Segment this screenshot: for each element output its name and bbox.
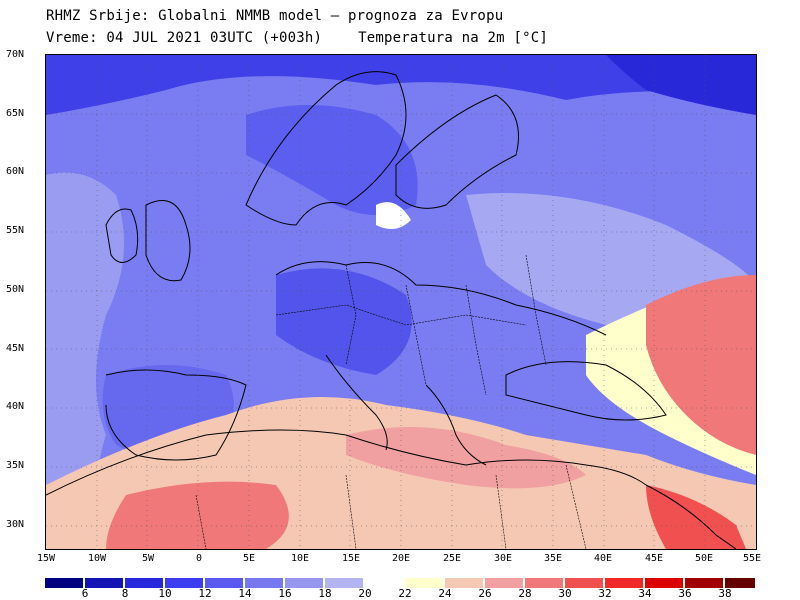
colorbar-label-34: 34 [638,587,652,600]
colorbar-label-6: 6 [81,587,89,600]
map-title: RHMZ Srbije: Globalni NMMB model — progn… [46,8,504,24]
colorbar-swatch-14 [605,578,643,588]
colorbar-swatch-7 [325,578,363,588]
colorbar-swatch-4 [205,578,243,588]
sahara-hot-zone [106,481,289,549]
colorbar-swatch-11 [485,578,523,588]
lat-label-55n: 55N [6,225,25,236]
lat-label-30n: 30N [6,519,25,530]
colorbar-label-18: 18 [318,587,332,600]
lat-label-40n: 40N [6,401,25,412]
map-svg [46,55,756,549]
lon-label-5e: 5E [242,553,256,564]
colorbar-swatch-13 [565,578,603,588]
colorbar-swatch-0 [45,578,83,588]
colorbar-label-10: 10 [158,587,172,600]
lon-label-50e: 50E [694,553,714,564]
temperature-map [45,54,757,550]
colorbar-swatch-12 [525,578,563,588]
lon-label-10e: 10E [290,553,310,564]
lon-label-25e: 25E [442,553,462,564]
colorbar-swatch-5 [245,578,283,588]
atlantic-zone [46,172,124,549]
med-sea-zone [346,427,586,489]
parameter-label: Temperatura na 2m [°C] [358,30,548,46]
colorbar-label-30: 30 [558,587,572,600]
colorbar-swatch-17 [725,578,755,588]
colorbar-label-16: 16 [278,587,292,600]
colorbar-swatch-2 [125,578,163,588]
lat-lon-grid [46,55,756,549]
lat-label-45n: 45N [6,343,25,354]
lon-label-15w: 15W [36,553,56,564]
lon-label-15e: 15E [341,553,361,564]
colorbar-swatch-9 [405,578,443,588]
colorbar-label-36: 36 [678,587,692,600]
colorbar-label-14: 14 [238,587,252,600]
lon-label-5w: 5W [141,553,155,564]
colorbar-label-26: 26 [478,587,492,600]
lat-label-50n: 50N [6,284,25,295]
coastlines [46,71,737,549]
colorbar-label-12: 12 [198,587,212,600]
lon-label-35e: 35E [543,553,563,564]
map-subtitle: Vreme: 04 JUL 2021 03UTC (+003h) Temperat… [46,30,548,46]
lat-label-35n: 35N [6,460,25,471]
lon-label-30e: 30E [493,553,513,564]
country-borders [195,254,587,549]
colorbar-label-20: 20 [358,587,372,600]
cold-band-north [46,55,756,115]
lon-label-40e: 40E [593,553,613,564]
colorbar-label-24: 24 [438,587,452,600]
lon-label-20e: 20E [391,553,411,564]
colorbar-swatch-15 [645,578,683,588]
colorbar-swatch-6 [285,578,323,588]
colorbar-swatch-10 [445,578,483,588]
colorbar-label-22: 22 [398,587,412,600]
colorbar-label-8: 8 [121,587,129,600]
lat-label-65n: 65N [6,108,25,119]
lon-label-10w: 10W [87,553,107,564]
colorbar-label-28: 28 [518,587,532,600]
run-time: Vreme: 04 JUL 2021 03UTC (+003h) [46,30,323,46]
lon-label-0: 0 [195,553,203,564]
colorbar-swatch-8 [365,578,403,588]
hot-zone-caucasus [646,275,756,455]
central-europe-zone [276,268,412,375]
lat-label-60n: 60N [6,166,25,177]
colorbar-label-38: 38 [718,587,732,600]
colorbar-swatch-3 [165,578,203,588]
cold-band-arctic [606,55,756,115]
colorbar-swatch-16 [685,578,723,588]
lon-label-55e: 55E [742,553,762,564]
lat-label-70n: 70N [6,49,25,60]
colorbar-swatch-1 [85,578,123,588]
lon-label-45e: 45E [644,553,664,564]
baltic-white-patch [376,202,411,229]
colorbar-label-32: 32 [598,587,612,600]
